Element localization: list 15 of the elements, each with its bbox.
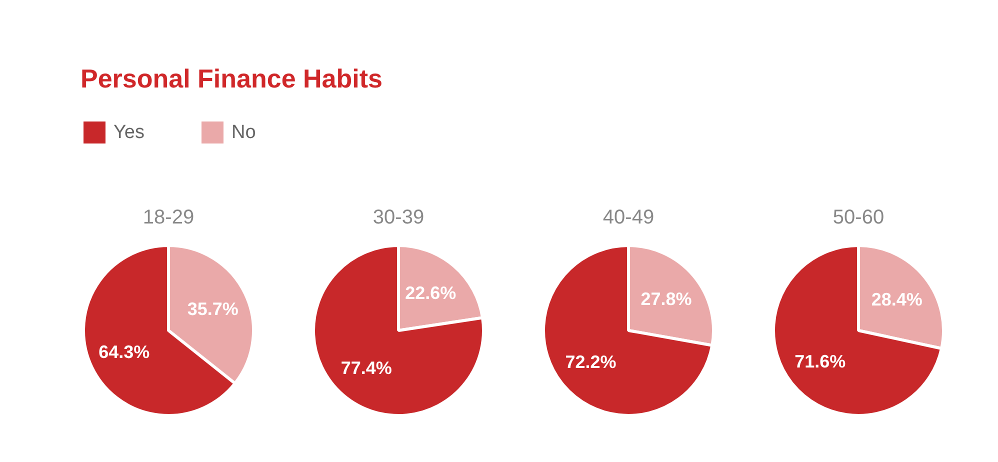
- legend-label: Yes: [114, 122, 144, 143]
- chart-title: 30-39: [372, 206, 424, 228]
- data-label: 28.4%: [871, 290, 922, 310]
- legend-label: No: [232, 122, 256, 143]
- chart-title: 40-49: [602, 206, 654, 228]
- data-label: 71.6%: [794, 351, 846, 372]
- data-label: 35.7%: [187, 299, 238, 320]
- text: 18-29: [142, 206, 194, 228]
- data-label: 22.6%: [405, 283, 456, 304]
- data-label: 27.8%: [640, 288, 692, 309]
- chart-title: 50-60: [832, 206, 884, 228]
- data-label: 77.4%: [340, 358, 392, 378]
- text: Personal Finance Habits: [80, 64, 382, 94]
- data-label: 72.2%: [565, 352, 616, 372]
- data-label: 64.3%: [98, 342, 150, 362]
